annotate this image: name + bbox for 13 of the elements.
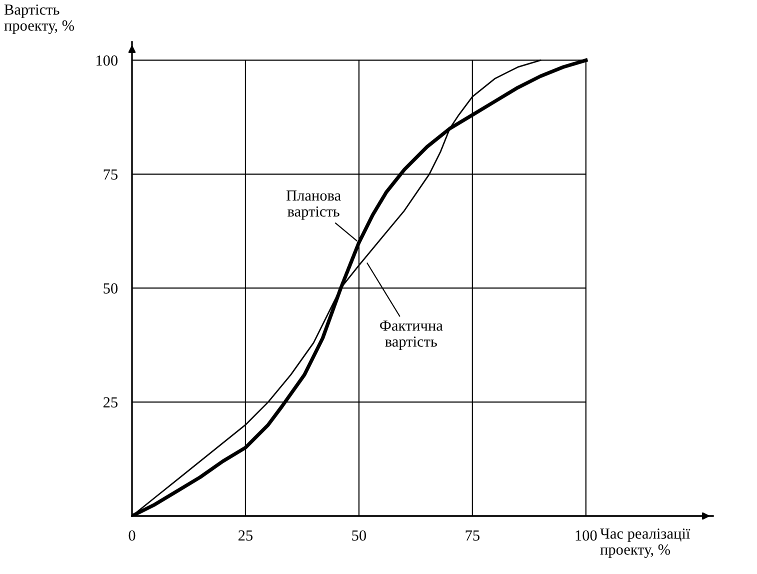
annotation: Фактична вартість (380, 320, 443, 350)
x-tick-label: 0 (128, 530, 136, 541)
x-tick-label: 25 (238, 530, 253, 541)
y-tick-label: 75 (104, 169, 118, 180)
x-tick-label: 50 (352, 530, 366, 541)
y-tick-label: 100 (96, 55, 118, 66)
x-tick-label: 75 (466, 530, 480, 541)
x-tick-label: 100 (576, 530, 597, 541)
y-axis-title: Вартість проекту, % (4, 4, 74, 34)
annotation: Планова вартість (286, 190, 341, 220)
y-tick-label: 50 (104, 283, 118, 294)
x-axis-title: Час реалізації проекту, % (600, 528, 690, 558)
y-tick-label: 25 (104, 397, 118, 408)
